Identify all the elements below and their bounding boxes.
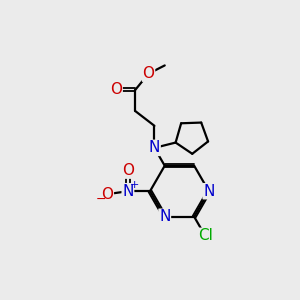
Text: N: N bbox=[159, 209, 170, 224]
Text: O: O bbox=[122, 163, 134, 178]
Text: +: + bbox=[130, 180, 139, 190]
Text: Cl: Cl bbox=[198, 228, 213, 243]
Text: N: N bbox=[203, 184, 214, 199]
Text: O: O bbox=[142, 66, 154, 81]
Text: O: O bbox=[101, 187, 113, 202]
Text: O: O bbox=[110, 82, 122, 98]
Text: N: N bbox=[149, 140, 160, 155]
Text: −: − bbox=[96, 193, 106, 206]
Text: N: N bbox=[122, 184, 134, 199]
